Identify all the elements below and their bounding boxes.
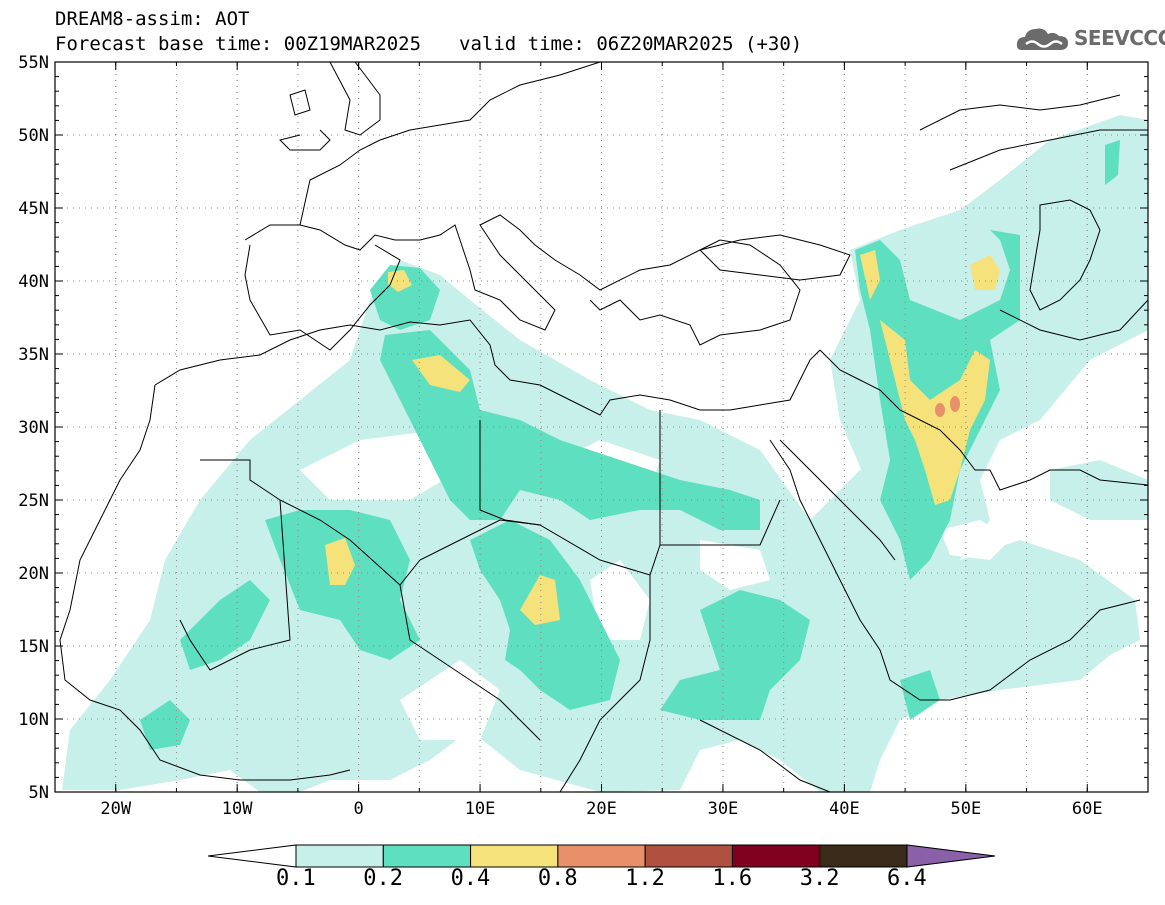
- colorbar-label: 0.2: [363, 866, 404, 891]
- map-title: DREAM8-assim: AOT: [55, 8, 250, 30]
- longitude-labels: 20W 10W 0 10E 20E 30E 40E 50E 60E: [100, 799, 1102, 819]
- colorbar-upper-extend: [906, 844, 996, 868]
- colorbar-label: 6.4: [887, 866, 927, 891]
- colorbar-segment: [819, 844, 908, 868]
- base-time: Forecast base time: 00Z19MAR2025: [55, 33, 422, 55]
- colorbar-segment: [731, 844, 821, 868]
- colorbar-label: 1.2: [625, 866, 665, 891]
- lat-tick-label: 40N: [18, 272, 49, 292]
- valid-time: valid time: 06Z20MAR2025 (+30): [459, 33, 803, 55]
- colorbar-label: 0.1: [276, 866, 316, 891]
- colorbar-label: 3.2: [799, 866, 840, 891]
- logo-text: SEEVCCC: [1074, 26, 1165, 50]
- colorbar-label: 0.4: [450, 866, 491, 891]
- aot-field: [62, 115, 1148, 792]
- lon-tick-label: 10W: [222, 799, 253, 819]
- coastlines: [59, 62, 1148, 792]
- lon-tick-label: 50E: [950, 799, 981, 819]
- lat-tick-label: 15N: [18, 637, 49, 657]
- lat-tick-label: 55N: [18, 53, 49, 73]
- colorbar-segment: [557, 844, 646, 868]
- lat-tick-label: 10N: [18, 710, 49, 730]
- lon-tick-label: 20E: [586, 799, 617, 819]
- lat-tick-label: 35N: [18, 345, 49, 365]
- lat-tick-label: 30N: [18, 418, 49, 438]
- lat-tick-label: 50N: [18, 126, 49, 146]
- lon-tick-label: 0: [353, 799, 363, 819]
- lon-tick-label: 30E: [708, 799, 739, 819]
- aot-0.8-area: [935, 396, 960, 417]
- lat-tick-label: 25N: [18, 491, 49, 511]
- colorbar-label: 0.8: [537, 866, 578, 891]
- colorbar-segment: [382, 844, 472, 868]
- lon-tick-label: 20W: [100, 799, 131, 819]
- colorbar: [207, 844, 996, 868]
- cloud-logo-icon: [1016, 28, 1068, 50]
- colorbar-segment: [295, 844, 384, 868]
- axis-ticks: [54, 61, 1149, 793]
- colorbar-lower-extend: [207, 844, 297, 868]
- lon-tick-label: 60E: [1072, 799, 1103, 819]
- latitude-labels: 55N 50N 45N 40N 35N 30N 25N 20N 15N 10N 5N: [18, 53, 49, 803]
- lat-tick-label: 20N: [18, 564, 49, 584]
- lat-tick-label: 45N: [18, 199, 49, 219]
- lon-tick-label: 40E: [829, 799, 860, 819]
- colorbar-label: 1.6: [712, 866, 753, 891]
- time-info: Forecast base time: 00Z19MAR2025 valid ti…: [55, 33, 802, 55]
- colorbar-segment: [470, 844, 559, 868]
- colorbar-segment: [644, 844, 733, 868]
- lon-tick-label: 10E: [465, 799, 496, 819]
- seevccc-logo: SEEVCCC: [1016, 22, 1165, 56]
- lat-tick-label: 5N: [29, 783, 49, 803]
